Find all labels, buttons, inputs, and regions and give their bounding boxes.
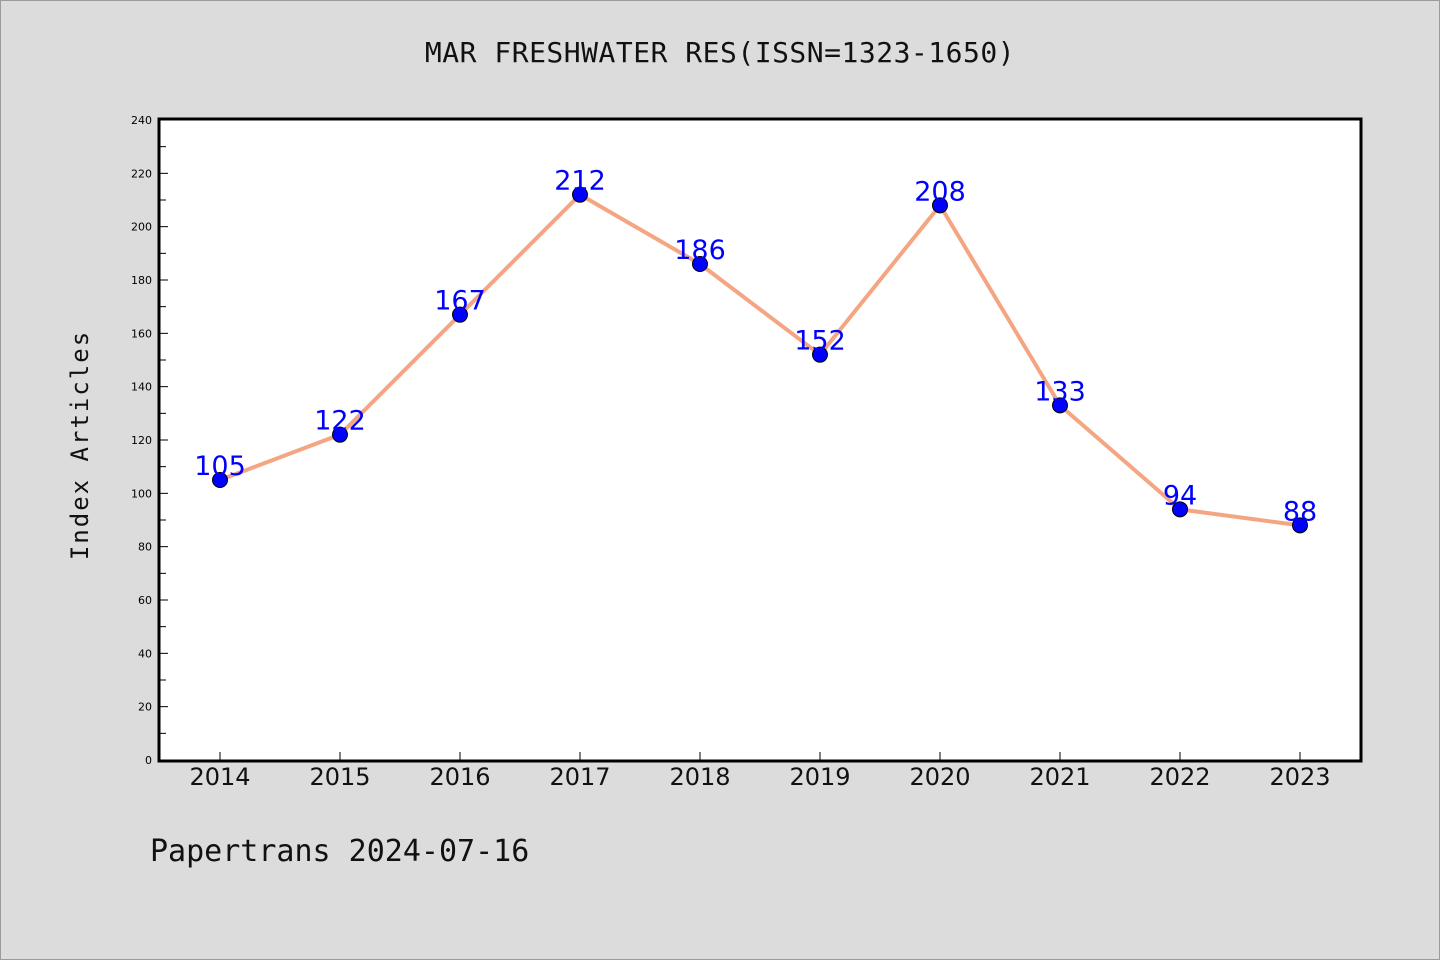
y-tick-label: 220 — [131, 167, 152, 180]
data-point — [1292, 517, 1308, 534]
x-tick-label: 2018 — [669, 763, 730, 791]
x-tick-label: 2019 — [789, 763, 850, 791]
data-point — [1172, 501, 1188, 518]
x-tick-label: 2015 — [309, 763, 370, 791]
y-tick-label: 240 — [131, 114, 152, 127]
y-tick-label: 200 — [131, 221, 152, 234]
y-axis: 0 20 40 60 80 100 120 140 160 180 200 220 240 — [131, 114, 168, 767]
data-point — [1052, 397, 1068, 414]
y-tick-label: 20 — [138, 701, 152, 714]
data-label: 88 — [1283, 496, 1317, 527]
y-tick-label: 180 — [131, 274, 152, 287]
x-tick-label: 2023 — [1269, 763, 1330, 791]
data-point — [212, 472, 228, 488]
data-label: 186 — [674, 235, 726, 266]
data-label: 94 — [1163, 480, 1197, 511]
data-point — [812, 346, 828, 363]
data-label: 122 — [314, 406, 366, 437]
x-tick-label: 2016 — [429, 763, 490, 791]
data-point — [692, 256, 708, 272]
data-label: 133 — [1034, 376, 1086, 407]
x-tick-label: 2021 — [1029, 763, 1090, 791]
y-tick-label: 60 — [138, 594, 152, 607]
y-tick-label: 120 — [131, 434, 152, 447]
x-axis: 2014 2015 2016 2017 2018 2019 2020 2021 2022 2023 — [189, 752, 1331, 791]
series-line — [218, 192, 1302, 528]
chart-title: MAR FRESHWATER RES(ISSN=1323-1650) — [424, 36, 1016, 69]
x-tick-label: 2017 — [549, 763, 610, 791]
y-tick-label: 0 — [145, 754, 152, 767]
data-point — [332, 426, 348, 443]
footer-credit: Papertrans 2024-07-16 — [150, 834, 530, 869]
data-label: 212 — [554, 166, 606, 197]
data-label: 152 — [794, 326, 846, 357]
y-tick-label: 80 — [138, 541, 152, 554]
y-tick-label: 140 — [131, 381, 152, 394]
x-tick-label: 2022 — [1149, 763, 1210, 791]
data-label: 167 — [434, 286, 486, 317]
x-tick-label: 2020 — [909, 763, 970, 791]
plot-area — [157, 117, 1363, 763]
data-point — [932, 197, 948, 214]
x-tick-label: 2014 — [189, 763, 250, 791]
data-label: 105 — [194, 451, 246, 482]
data-point — [572, 186, 588, 203]
y-tick-label: 160 — [131, 327, 152, 340]
y-tick-label: 100 — [131, 487, 152, 500]
data-label: 208 — [914, 176, 966, 207]
y-tick-label: 40 — [138, 647, 152, 660]
series-layer: 105 122 167 212 186 152 208 133 94 88 — [194, 166, 1317, 534]
data-point — [452, 306, 468, 323]
